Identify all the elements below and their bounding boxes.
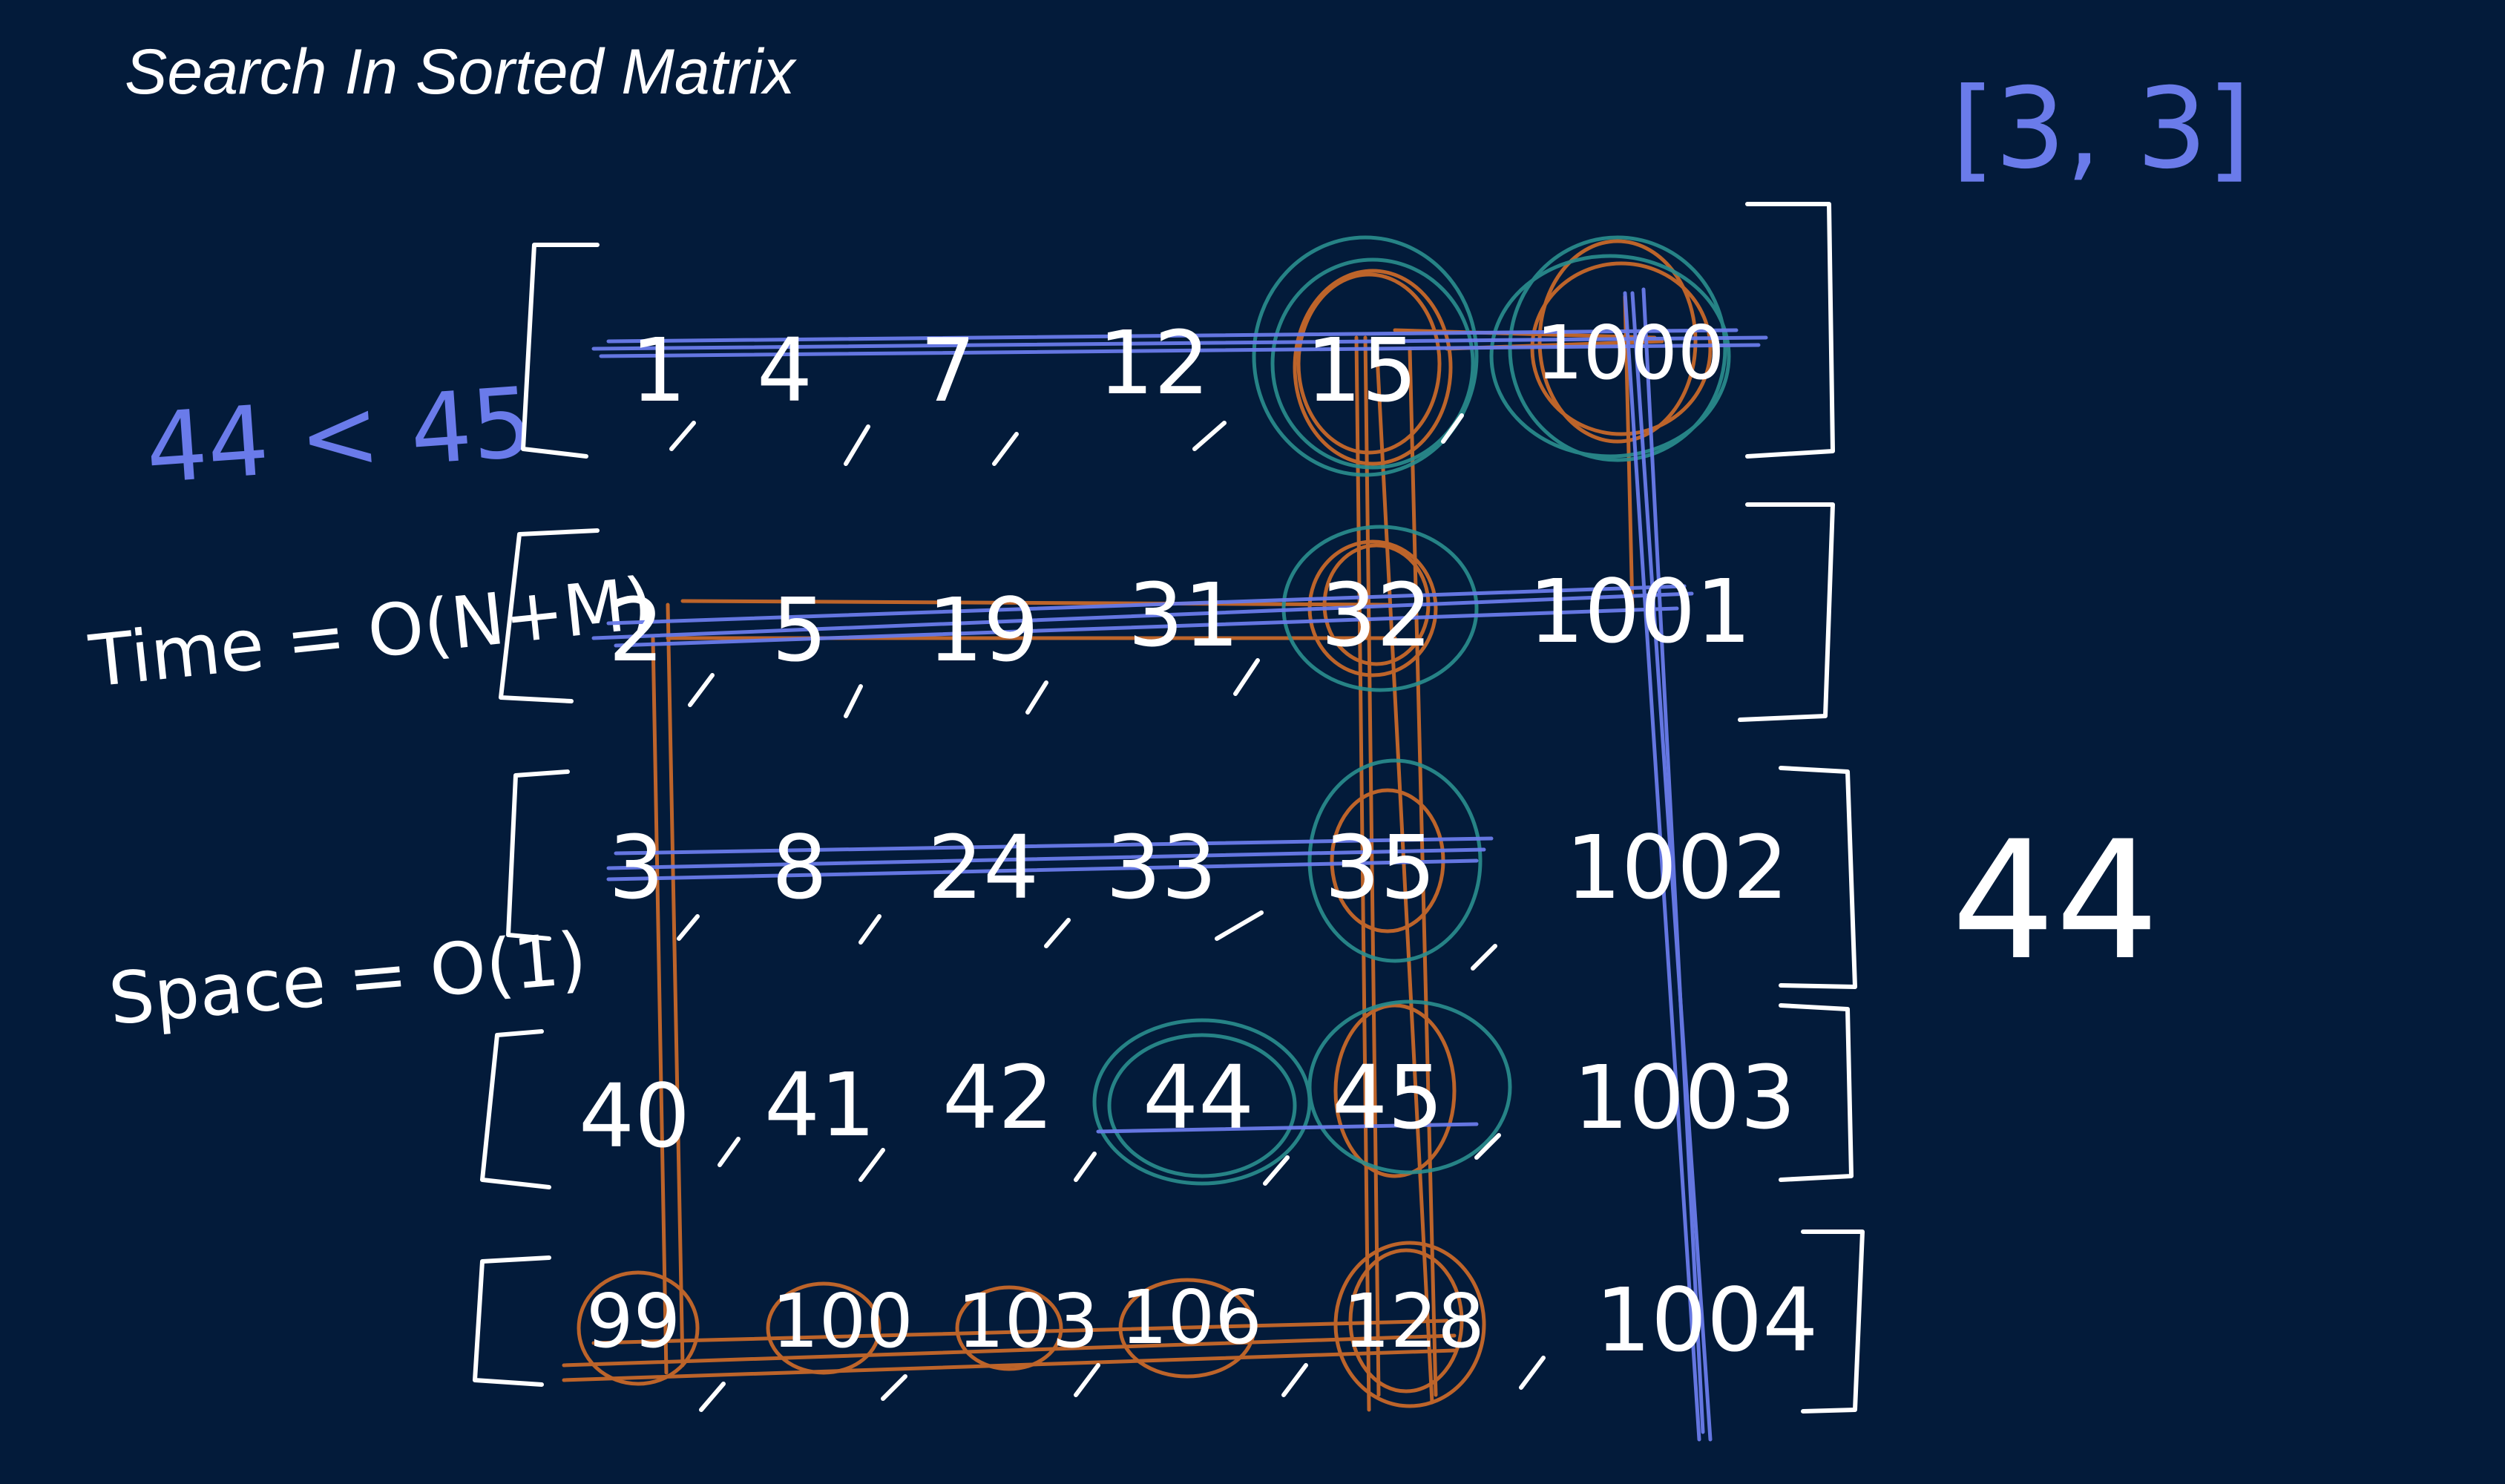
matrix-cell: 35 xyxy=(1324,816,1436,919)
matrix-cell: 1000 xyxy=(1536,309,1725,396)
matrix-cell: 99 xyxy=(586,1278,680,1365)
matrix-cell: 41 xyxy=(764,1054,876,1156)
matrix-cell: 12 xyxy=(1098,312,1209,414)
matrix-cell: 5 xyxy=(772,579,827,681)
row-4-right-bracket xyxy=(1779,1003,1854,1182)
row-1-left-bracket xyxy=(521,243,600,459)
matrix-cell: 33 xyxy=(1106,816,1217,919)
matrix-cell: 3 xyxy=(608,816,664,919)
matrix-cell: 106 xyxy=(1120,1274,1262,1361)
matrix-cell: 15 xyxy=(1306,319,1417,421)
eliminated-strikes-blue xyxy=(591,287,1768,1442)
matrix-row-3: 3 8 24 33 35 1002 xyxy=(608,816,1788,919)
visited-circles-teal xyxy=(1092,235,1731,1186)
matrix-cell: 1004 xyxy=(1595,1269,1818,1371)
matrix-cell: 100 xyxy=(772,1278,913,1365)
matrix-cell: 32 xyxy=(1321,564,1432,666)
matrix-cell: 8 xyxy=(772,816,827,919)
row-3-right-bracket xyxy=(1779,766,1857,989)
row-4-left-bracket xyxy=(480,1029,551,1189)
row-2-left-bracket xyxy=(499,528,600,703)
matrix-cell: 45 xyxy=(1332,1046,1443,1149)
matrix-cell: 42 xyxy=(942,1046,1054,1149)
row-5-right-bracket xyxy=(1801,1229,1865,1414)
matrix-cell: 1 xyxy=(631,319,686,421)
matrix-cell: 1001 xyxy=(1529,560,1751,663)
matrix-cell: 103 xyxy=(957,1278,1099,1365)
search-path-orange xyxy=(562,239,1713,1412)
matrix-row-5: 99 100 103 106 128 1004 xyxy=(586,1269,1818,1371)
row-1-right-bracket xyxy=(1745,202,1835,459)
matrix-row-1: 1 4 7 12 15 1000 xyxy=(631,309,1725,421)
row-3-left-bracket xyxy=(506,769,570,941)
matrix-cell: 1002 xyxy=(1566,816,1788,919)
time-complexity-label: Time = O(N+M) xyxy=(85,562,657,703)
matrix-cell: 128 xyxy=(1343,1278,1485,1365)
row-brackets xyxy=(473,202,1865,1414)
matrix-cell: 44 xyxy=(1143,1046,1254,1149)
matrix-cell: 40 xyxy=(579,1065,690,1167)
cell-separators xyxy=(669,413,1546,1412)
matrix-cell: 1003 xyxy=(1573,1046,1796,1149)
matrix-cell: 4 xyxy=(757,319,812,421)
matrix-cell: 2 xyxy=(608,579,664,681)
matrix-cell: 7 xyxy=(920,319,976,421)
matrix-cell: 19 xyxy=(928,579,1039,681)
matrix-cell: 31 xyxy=(1128,564,1239,666)
matrix-row-2: 2 5 19 31 32 1001 xyxy=(608,560,1751,681)
matrix-row-4: 40 41 42 44 45 1003 xyxy=(579,1046,1796,1167)
page-title: Search In Sorted Matrix xyxy=(125,36,795,108)
comparison-label: 44 < 45 xyxy=(142,366,537,505)
result-label: [3, 3] xyxy=(1951,65,2250,194)
target-value-label: 44 xyxy=(1951,806,2159,996)
row-2-right-bracket xyxy=(1738,502,1835,722)
matrix-cell: 24 xyxy=(928,816,1039,919)
row-5-left-bracket xyxy=(473,1255,551,1387)
